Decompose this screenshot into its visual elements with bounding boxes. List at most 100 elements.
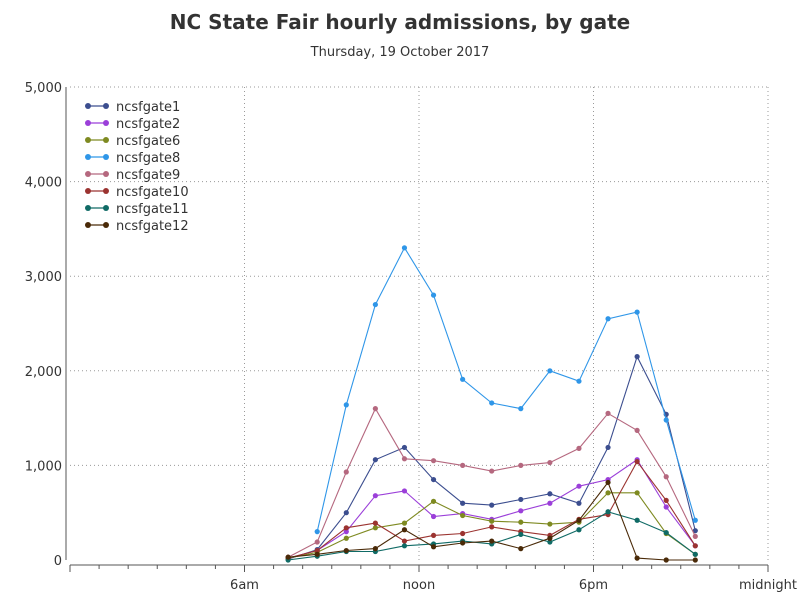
data-point [343,469,349,475]
legend-item: ncsfgate11 [85,202,189,217]
legend-label: ncsfgate1 [116,100,180,115]
data-point [343,535,349,541]
legend: ncsfgate1 ncsfgate2 ncsfgate6 ncsfgate8 ncsf… [85,100,189,234]
data-point [518,546,524,552]
data-point [314,529,320,535]
data-point [576,517,582,523]
data-point [401,520,408,526]
data-point [605,509,611,515]
data-point [372,493,378,499]
legend-swatch-marker [85,205,91,211]
data-point [692,528,698,534]
legend-swatch-marker [103,205,109,211]
data-point [401,538,408,544]
data-point [634,555,640,561]
data-point [489,524,495,530]
y-tick-label: 2,000 [25,365,62,380]
data-point [343,529,349,535]
data-point [518,531,524,538]
data-point [547,500,553,506]
legend-swatch-marker [103,154,109,160]
legend-swatch-marker [85,154,91,160]
data-point [430,458,437,464]
data-point [285,554,291,560]
data-point [576,527,582,533]
data-point [518,406,524,412]
data-point [663,557,669,563]
series-ncsfgate12 [285,479,698,563]
data-point [372,520,378,526]
legend-item: ncsfgate10 [85,185,189,200]
legend-swatch-marker [103,171,109,177]
data-point [401,527,408,533]
legend-item: ncsfgate12 [85,219,189,234]
y-tick-label: 5,000 [25,81,62,96]
legend-swatch-marker [103,188,109,194]
data-point [692,543,698,549]
data-point [343,402,349,408]
data-point [692,557,698,563]
series-line [287,407,696,558]
data-point [430,476,437,483]
legend-swatch-marker [85,120,91,126]
data-point [314,551,320,557]
series-ncsfgate8 [314,245,698,535]
data-point [605,479,611,486]
data-point [692,533,698,539]
data-point [605,316,611,322]
gridlines [70,86,769,560]
plot-area [285,245,698,563]
data-point [547,539,553,545]
data-point [430,498,437,504]
data-point [547,368,553,374]
data-point [401,444,408,451]
legend-swatch-marker [85,188,91,194]
x-tick-label: midnight [739,578,797,593]
legend-swatch-marker [85,222,91,228]
data-point [372,406,378,412]
legend-swatch-marker [85,137,91,143]
data-point [692,551,698,557]
data-point [663,497,669,504]
data-point [576,483,582,489]
data-point [401,488,408,494]
data-point [314,539,320,545]
legend-swatch-marker [103,103,109,109]
legend-label: ncsfgate6 [116,134,180,149]
legend-label: ncsfgate11 [116,202,189,217]
legend-item: ncsfgate8 [85,151,180,166]
data-point [430,532,437,539]
data-point [634,309,640,315]
data-point [634,490,640,496]
data-point [663,504,669,510]
y-tick-label: 0 [54,554,62,569]
data-point [576,500,582,506]
data-point [460,462,466,468]
data-point [634,427,640,433]
data-point [460,530,466,537]
data-point [576,378,582,384]
legend-swatch-marker [85,171,91,177]
data-point [343,525,349,531]
data-point [518,508,524,514]
data-point [547,521,553,527]
axes: 0 1,000 2,000 3,000 4,000 5,000 6am noon 6pm midn… [25,81,797,593]
data-point [460,512,466,519]
x-tick-label: 6am [230,578,259,593]
data-point [518,519,524,525]
legend-label: ncsfgate8 [116,151,180,166]
y-tick-label: 4,000 [25,176,62,191]
data-point [489,538,495,544]
data-point [518,496,524,503]
chart-subtitle: Thursday, 19 October 2017 [310,45,490,60]
legend-swatch-marker [103,222,109,228]
legend-swatch-marker [85,103,91,109]
data-point [547,459,553,466]
data-point [343,547,349,554]
data-point [489,518,495,524]
chart-title: NC State Fair hourly admissions, by gate [170,10,630,34]
data-point [547,535,553,541]
data-point [430,544,437,550]
data-point [430,292,437,298]
